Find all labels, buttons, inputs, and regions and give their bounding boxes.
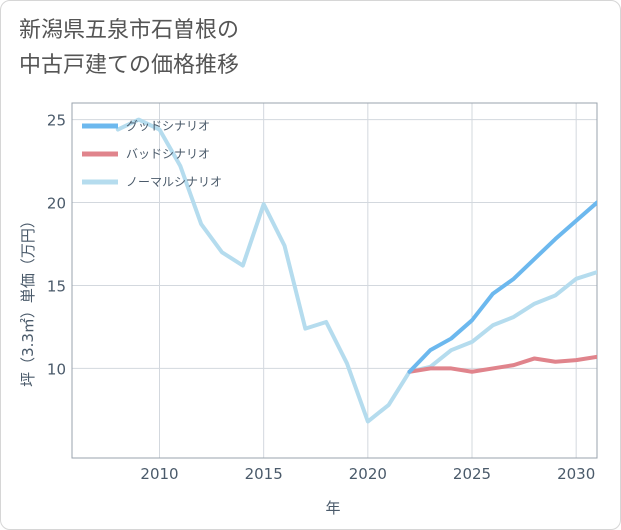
- x-tick-label: 2010: [140, 465, 178, 483]
- y-tick-label: 25: [47, 112, 66, 130]
- y-tick-label: 10: [47, 360, 66, 378]
- grid-lines: [72, 103, 597, 458]
- x-tick-label: 2025: [453, 465, 491, 483]
- series-line-1: [407, 354, 597, 374]
- x-tick-label: 2020: [349, 465, 387, 483]
- chart-title-line2: 中古戸建ての価格推移: [19, 53, 240, 78]
- series-line-2: [115, 117, 597, 424]
- series-lines: [115, 117, 597, 424]
- x-tick-label: 2015: [245, 465, 283, 483]
- series-line-0: [407, 200, 597, 374]
- legend-label: ノーマルシナリオ: [126, 175, 222, 189]
- y-axis-label: 坪（3.3㎡）単価（万円）: [19, 213, 37, 387]
- y-tick-label: 20: [47, 195, 66, 213]
- y-tick-label: 15: [47, 277, 66, 295]
- x-tick-label: 2030: [557, 465, 595, 483]
- chart-title: 新潟県五泉市石曽根の 中古戸建ての価格推移: [19, 13, 239, 83]
- legend-label: グッドシナリオ: [126, 119, 210, 133]
- x-axis-label: 年: [325, 499, 340, 517]
- plot-area-frame: [71, 102, 598, 459]
- chart-title-line1: 新潟県五泉市石曽根の: [19, 18, 240, 43]
- legend-label: バッドシナリオ: [126, 147, 210, 161]
